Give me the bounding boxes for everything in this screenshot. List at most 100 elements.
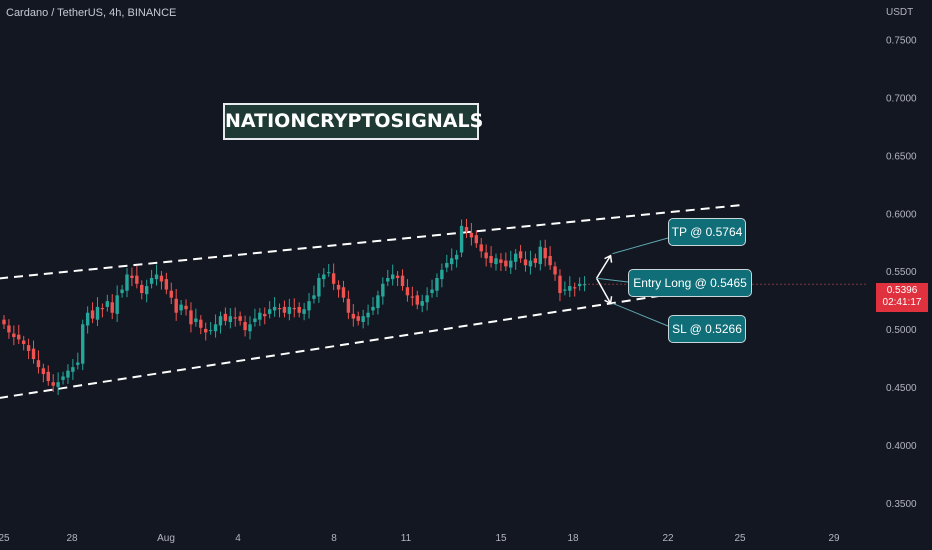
candle-body	[558, 275, 562, 294]
x-tick-label: 22	[662, 533, 674, 544]
candle-body	[140, 284, 144, 294]
sl-callout: SL @ 0.5266	[668, 315, 746, 343]
candle-body	[573, 287, 577, 289]
candle-body	[204, 328, 208, 333]
candle-body	[504, 260, 508, 267]
tp-arrowhead	[604, 254, 613, 263]
candle-body	[523, 259, 528, 266]
candle-body	[26, 345, 31, 351]
candle-body	[130, 275, 134, 278]
candle-body	[282, 306, 287, 313]
candle-body	[292, 308, 296, 310]
candle-body	[21, 340, 26, 344]
candle-body	[479, 244, 483, 252]
tp-callout: TP @ 0.5764	[668, 218, 746, 246]
candle-body	[440, 269, 444, 280]
x-tick-label: 25	[0, 533, 10, 544]
candle-body	[2, 319, 6, 325]
candle-body	[553, 266, 557, 275]
candle-body	[61, 376, 65, 380]
candle-body	[327, 272, 331, 274]
candle-body	[464, 227, 469, 232]
candle-body	[395, 275, 400, 278]
y-tick-label: 0.7000	[886, 93, 917, 104]
x-tick-label: 15	[495, 533, 507, 544]
candle-body	[376, 295, 380, 309]
candle-body	[568, 286, 572, 291]
candle-body	[144, 286, 149, 295]
candle-body	[445, 262, 449, 268]
candle-body	[341, 287, 346, 298]
y-tick-label: 0.6500	[886, 151, 917, 162]
candle-body	[287, 306, 292, 314]
y-tick-label: 0.7500	[886, 36, 917, 47]
candle-body	[17, 334, 21, 340]
x-tick-label: 8	[331, 533, 337, 544]
channel-upper-line	[0, 204, 743, 280]
candle-body	[120, 289, 124, 294]
x-tick-label: 28	[66, 533, 78, 544]
sl-arrowhead	[604, 296, 613, 305]
candle-body	[538, 246, 542, 265]
sl-arrow	[595, 277, 612, 304]
x-tick-label: 25	[734, 533, 746, 544]
x-tick-label: 18	[567, 533, 579, 544]
x-tick-label: 4	[235, 533, 241, 544]
candle-body	[307, 301, 311, 311]
candle-body	[420, 301, 424, 306]
candle-body	[238, 316, 242, 321]
candle-body	[336, 284, 341, 290]
candle-body	[450, 258, 454, 265]
symbol-header: Cardano / TetherUS, 4h, BINANCE	[6, 7, 177, 19]
candle-body	[135, 275, 139, 284]
candle-body	[577, 283, 582, 287]
candle-body	[361, 316, 365, 322]
candle-body	[312, 295, 316, 299]
candle-body	[331, 273, 336, 284]
candle-body	[390, 274, 395, 280]
x-tick-label: 29	[828, 533, 840, 544]
y-tick-label: 0.4000	[886, 441, 917, 452]
candle-body	[346, 298, 351, 313]
candle-body	[302, 309, 306, 314]
candle-body	[509, 260, 513, 268]
tp-arrow	[595, 255, 612, 279]
candle-body	[76, 362, 80, 365]
x-tick-label: Aug	[157, 533, 175, 544]
candle-body	[208, 330, 213, 332]
candle-body	[267, 309, 272, 314]
candle-body	[258, 312, 262, 320]
y-axis-unit-label: USDT	[886, 7, 913, 18]
candle-body	[213, 324, 218, 332]
candle-body	[41, 368, 46, 375]
candle-body	[90, 310, 95, 319]
candle-body	[7, 325, 11, 333]
y-tick-label: 0.5500	[886, 267, 917, 278]
candle-body	[297, 306, 301, 313]
candle-body	[381, 283, 385, 297]
candle-body	[518, 251, 523, 259]
candle-body	[81, 324, 85, 364]
candle-body	[400, 275, 405, 287]
candle-body	[233, 317, 237, 319]
candle-body	[494, 258, 498, 265]
candle-body	[12, 333, 16, 338]
candle-body	[563, 289, 567, 291]
y-tick-label: 0.4500	[886, 383, 917, 394]
candle-body	[31, 348, 36, 360]
watermark-banner: NATIONCRYPTOSIGNALS	[223, 103, 483, 140]
candle-body	[484, 252, 488, 259]
candle-body	[194, 318, 198, 322]
x-tick-label: 11	[401, 533, 412, 544]
y-tick-label: 0.6000	[886, 209, 917, 220]
y-tick-label: 0.5000	[886, 325, 917, 336]
candle-body	[174, 298, 178, 313]
candle-body	[164, 279, 169, 290]
last-price: 0.5396	[886, 285, 918, 296]
candle-body	[66, 370, 70, 378]
candle-body	[169, 290, 173, 298]
candle-body	[454, 254, 459, 260]
candle-body	[228, 316, 233, 322]
